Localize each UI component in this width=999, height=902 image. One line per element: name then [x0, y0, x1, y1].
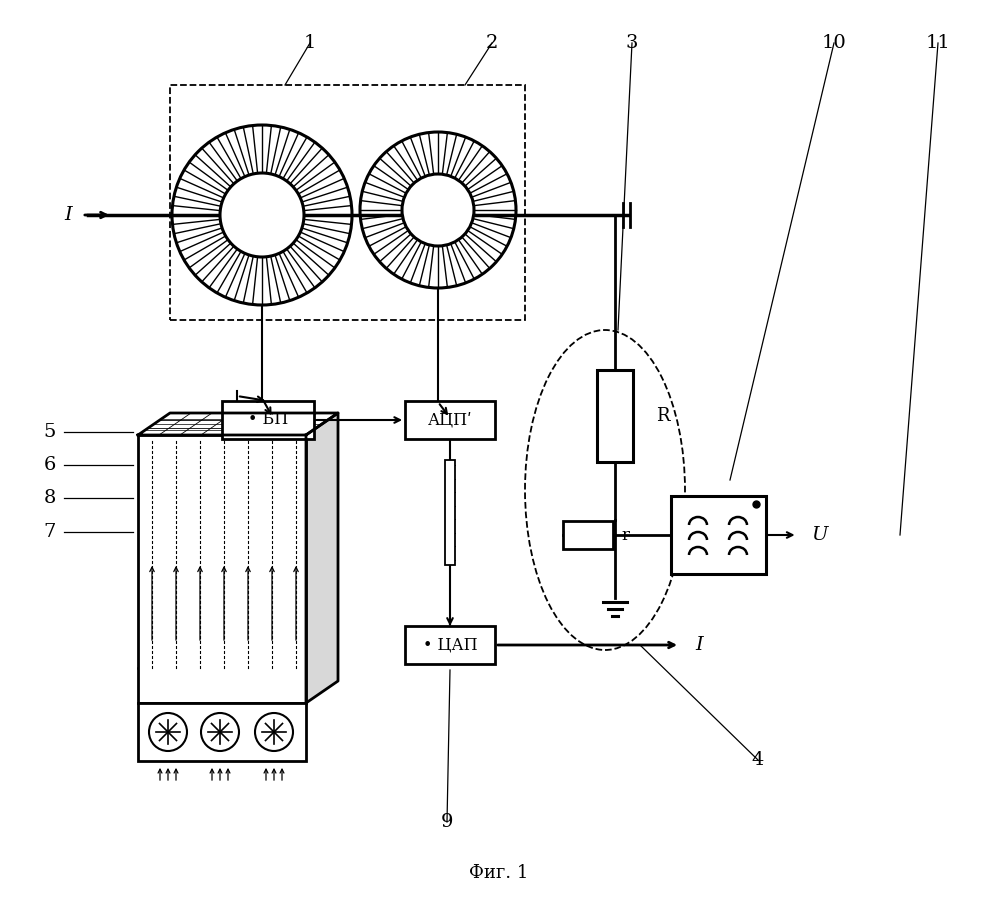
Bar: [138, 703, 306, 761]
Polygon shape: [138, 413, 338, 435]
Bar: [563, 521, 613, 549]
Text: 6: 6: [44, 456, 56, 474]
Bar: [670, 496, 765, 574]
Bar: [222, 401, 314, 439]
Text: 8: 8: [44, 489, 56, 507]
Text: • ЦАП: • ЦАП: [423, 637, 478, 654]
Text: 1: 1: [304, 34, 317, 52]
Circle shape: [402, 174, 474, 246]
Bar: [138, 435, 306, 703]
Text: 4: 4: [752, 751, 764, 769]
Text: I: I: [64, 206, 72, 224]
Bar: [170, 85, 525, 320]
Bar: [405, 626, 495, 664]
Text: 11: 11: [926, 34, 950, 52]
Bar: [445, 460, 455, 565]
Text: R: R: [656, 407, 669, 425]
Text: r: r: [621, 527, 629, 544]
Circle shape: [220, 173, 304, 257]
Text: АЦПʹ: АЦПʹ: [428, 411, 473, 428]
Text: U: U: [811, 526, 828, 544]
Text: 3: 3: [625, 34, 638, 52]
Bar: [597, 370, 633, 462]
Text: 9: 9: [441, 813, 454, 831]
Text: I: I: [695, 636, 702, 654]
Text: 2: 2: [486, 34, 499, 52]
Bar: [405, 401, 495, 439]
Text: 7: 7: [44, 523, 56, 541]
Text: Фиг. 1: Фиг. 1: [470, 864, 528, 882]
Polygon shape: [306, 413, 338, 703]
Text: 10: 10: [821, 34, 846, 52]
Text: • БП: • БП: [248, 411, 288, 428]
Text: 5: 5: [44, 423, 56, 441]
